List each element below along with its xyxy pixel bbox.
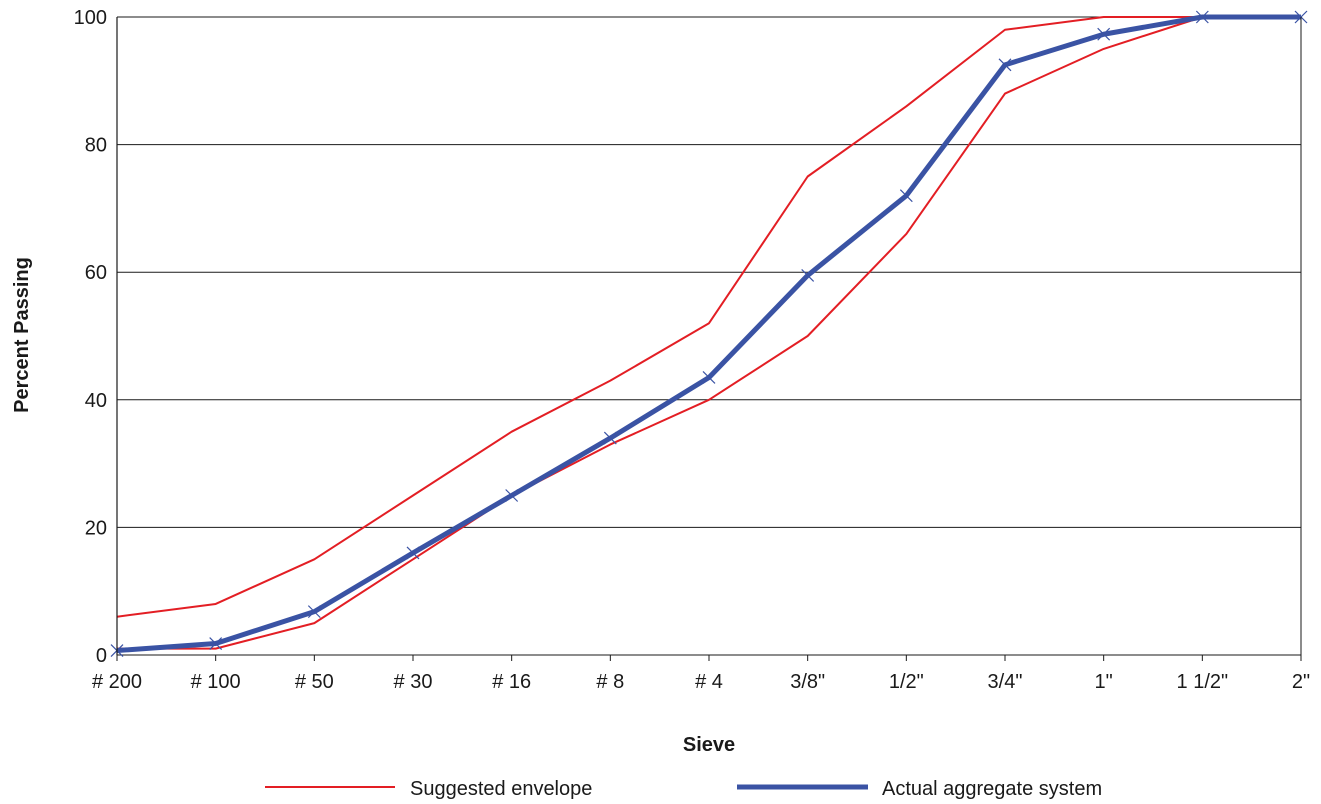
data-point-marker	[899, 189, 913, 203]
data-point-marker	[1097, 27, 1111, 41]
data-point-marker	[1195, 10, 1209, 24]
y-axis-title: Percent Passing	[11, 257, 33, 413]
data-point-marker	[209, 637, 223, 650]
data-point-marker	[307, 605, 321, 619]
series-line-lower	[117, 16, 1301, 650]
y-tick-label: 0	[96, 645, 107, 667]
grid	[117, 16, 1301, 656]
x-tick-label: # 8	[596, 671, 624, 693]
y-tick-label: 100	[74, 7, 107, 29]
legend: Suggested envelope Actual aggregate syst…	[265, 778, 1102, 800]
y-tick-label: 40	[85, 390, 107, 412]
legend-label-envelope: Suggested envelope	[410, 778, 592, 800]
x-tick-label: 3/4"	[988, 671, 1023, 693]
series-lines	[110, 10, 1308, 657]
x-tick-label: # 30	[394, 671, 433, 693]
x-tick-label: # 100	[191, 671, 241, 693]
x-tick-label: # 50	[295, 671, 334, 693]
legend-label-actual: Actual aggregate system	[882, 778, 1102, 800]
x-tick-label: 1/2"	[889, 671, 924, 693]
data-point-marker	[603, 431, 617, 445]
x-tick-label: 3/8"	[790, 671, 825, 693]
x-tick-label: 2"	[1292, 671, 1310, 693]
y-tick-label: 20	[85, 517, 107, 539]
x-axis-title: Sieve	[683, 734, 735, 756]
series-line-actual	[116, 14, 1301, 654]
data-point-marker	[406, 546, 420, 560]
x-tick-label: 1"	[1095, 671, 1113, 693]
data-point-marker	[998, 58, 1012, 72]
x-tick-label: # 200	[92, 671, 142, 693]
y-tick-label: 80	[85, 135, 107, 157]
x-tick-label: 1 1/2"	[1177, 671, 1229, 693]
data-point-marker	[702, 371, 716, 384]
series-line-upper	[116, 16, 1301, 618]
x-tick-label: # 16	[492, 671, 531, 693]
x-axis-ticks: # 200 # 100 # 50 # 30 # 16 # 8 # 4 3/8" 1/2" 3/4"…	[92, 655, 1310, 693]
y-axis-ticks: 0 20 40 60 80 100	[74, 7, 107, 667]
plot-frame	[116, 17, 1302, 655]
data-point-marker	[505, 489, 519, 502]
data-point-marker	[801, 268, 815, 282]
x-tick-label: # 4	[695, 671, 723, 693]
y-tick-label: 60	[85, 262, 107, 284]
